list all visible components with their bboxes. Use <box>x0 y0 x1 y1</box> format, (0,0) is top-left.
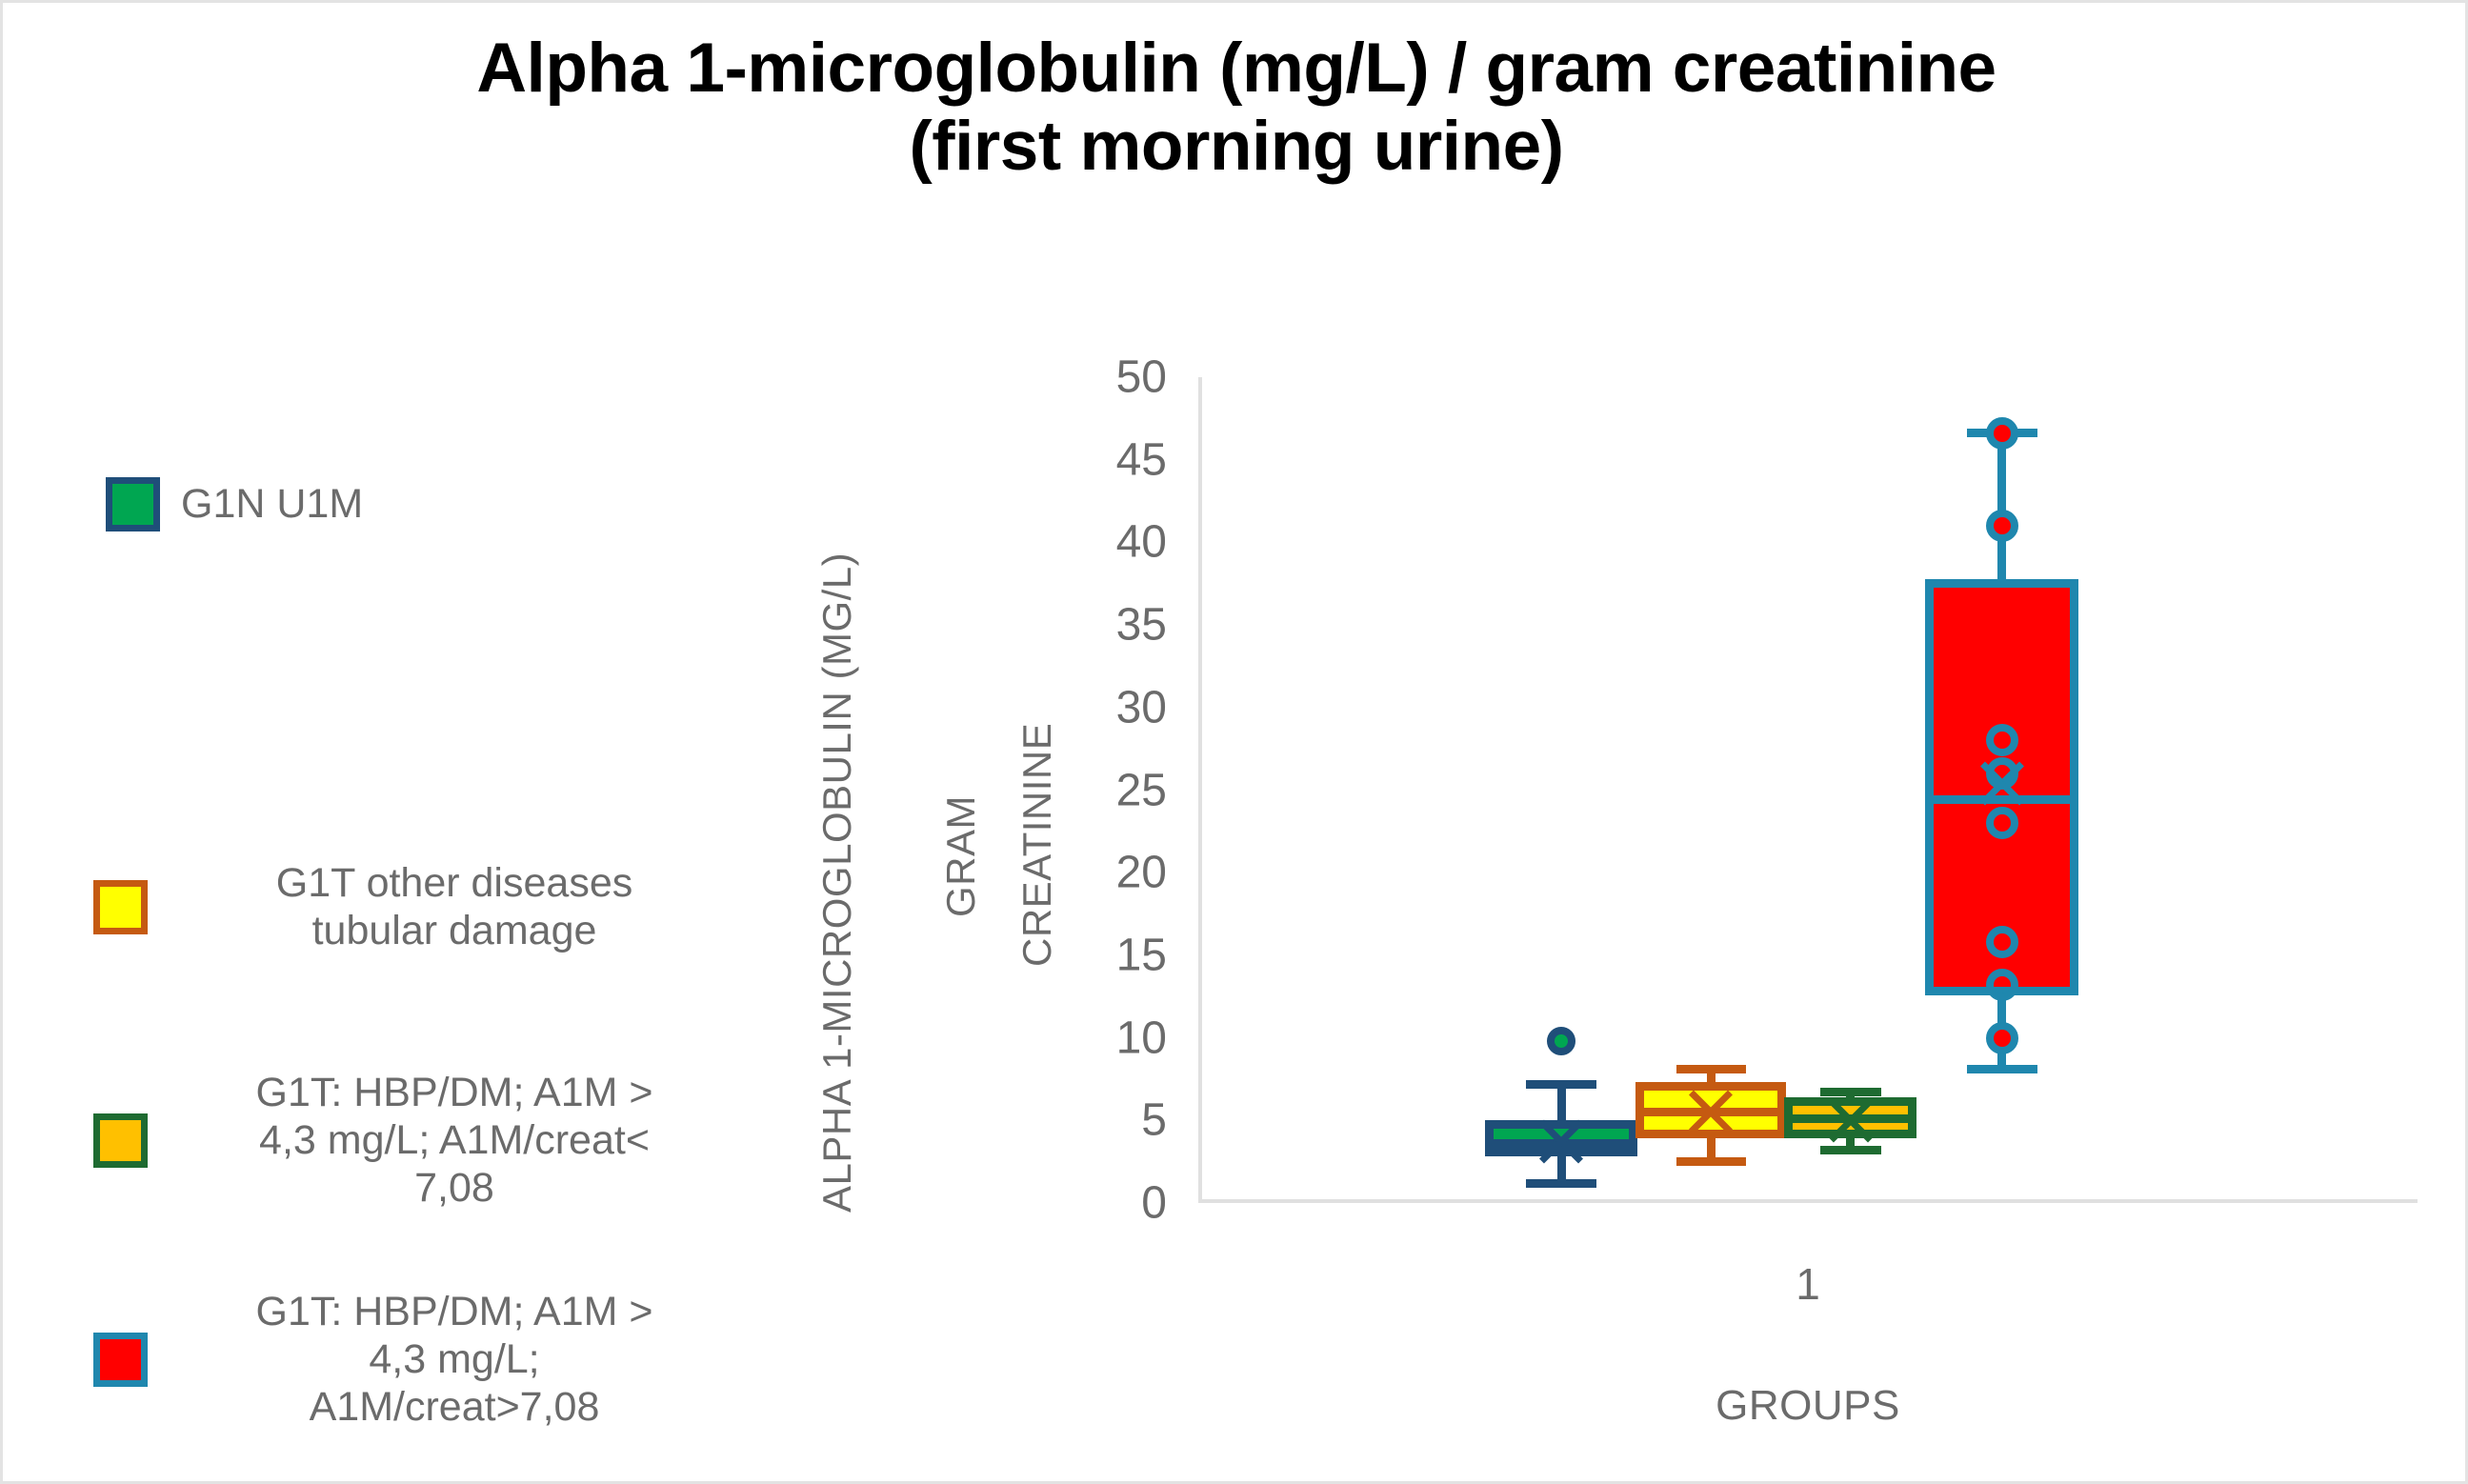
y-axis-tick: 30 <box>1115 682 1167 733</box>
whisker-cap-lower <box>1819 1146 1881 1154</box>
whisker-line-lower <box>1846 1138 1855 1151</box>
whisker-cap-upper <box>1819 1088 1881 1097</box>
whisker-line-upper <box>1556 1084 1566 1121</box>
legend-label-hbp-dm-high-ratio: G1T: HBP/DM; A1M > 4,3 mg/L; A1M/creat>7… <box>255 1289 653 1430</box>
data-point <box>1985 757 2018 791</box>
data-point <box>1985 969 2018 1002</box>
legend-item-hbp-dm-low-ratio[interactable]: G1T: HBP/DM; A1M > 4,3 mg/L; A1M/creat< … <box>93 1070 740 1213</box>
legend-swatch-green <box>106 477 160 531</box>
legend-swatch-yellow <box>93 880 148 935</box>
box-iqr <box>1925 578 2078 995</box>
whisker-cap-lower <box>1675 1157 1746 1167</box>
y-axis-tick: 35 <box>1115 599 1167 651</box>
y-axis-tick: 5 <box>1141 1094 1167 1146</box>
outlier-point <box>1547 1027 1575 1056</box>
data-point <box>1985 510 2018 543</box>
whisker-line-upper <box>1997 432 2006 579</box>
x-axis-tick-label: 1 <box>1796 1259 1820 1309</box>
boxplot-1 <box>1202 377 2421 1203</box>
legend-item-hbp-dm-high-ratio[interactable]: G1T: HBP/DM; A1M > 4,3 mg/L; A1M/creat>7… <box>93 1289 740 1432</box>
median-line <box>1925 795 2078 805</box>
y-axis-tick: 45 <box>1115 434 1167 486</box>
y-axis-tick: 20 <box>1115 847 1167 898</box>
chart-title: Alpha 1-microglobulin (mg/L) / gram crea… <box>241 30 2232 186</box>
data-point <box>1985 416 2018 450</box>
y-axis-tick-labels: 0 5 10 15 20 25 30 35 40 45 50 <box>1013 3 1184 1481</box>
legend-swatch-amber <box>93 1113 148 1169</box>
whisker-cap-lower <box>1526 1178 1596 1188</box>
x-axis-title: GROUPS <box>1716 1382 1900 1429</box>
whisker-line-lower <box>1556 1156 1566 1184</box>
legend-item-g1n-u1m[interactable]: G1N U1M <box>106 477 363 531</box>
legend-label-g1n-u1m: G1N U1M <box>181 480 364 527</box>
whisker-line-lower <box>1706 1138 1716 1162</box>
data-point <box>1985 807 2018 840</box>
chart-title-line1: Alpha 1-microglobulin (mg/L) / gram crea… <box>476 30 1996 107</box>
whisker-line-upper <box>1706 1069 1716 1083</box>
whisker-cap-upper <box>1526 1079 1596 1089</box>
boxplot-4 <box>1202 377 2421 1203</box>
data-point <box>1985 926 2018 959</box>
y-axis-tick: 0 <box>1141 1177 1167 1229</box>
plot-area <box>1198 377 2418 1203</box>
y-axis-tick: 15 <box>1115 930 1167 981</box>
whisker-cap-lower <box>1966 1065 2037 1074</box>
legend-swatch-red <box>93 1333 148 1388</box>
y-axis-tick: 25 <box>1115 765 1167 815</box>
legend-label-hbp-dm-low-ratio: G1T: HBP/DM; A1M > 4,3 mg/L; A1M/creat< … <box>255 1070 653 1211</box>
y-axis-title-line2: GRAM <box>938 795 983 917</box>
legend-label-other-diseases: G1T other diseases tubular damage <box>275 860 633 953</box>
data-point <box>1985 1021 2018 1054</box>
y-axis-tick: 10 <box>1115 1013 1167 1064</box>
boxplot-3 <box>1202 377 2421 1203</box>
whisker-cap-upper <box>1675 1065 1746 1074</box>
y-axis-title-line1: ALPHA 1-MICROGLOBULIN (MG/L) <box>814 551 859 1213</box>
y-axis-tick: 50 <box>1115 351 1167 403</box>
boxplot-2 <box>1202 377 2421 1203</box>
chart-title-line2: (first morning urine) <box>909 107 1564 185</box>
data-point <box>1985 724 2018 757</box>
legend-item-other-diseases[interactable]: G1T other diseases tubular damage <box>93 860 740 955</box>
y-axis-tick: 40 <box>1115 516 1167 568</box>
